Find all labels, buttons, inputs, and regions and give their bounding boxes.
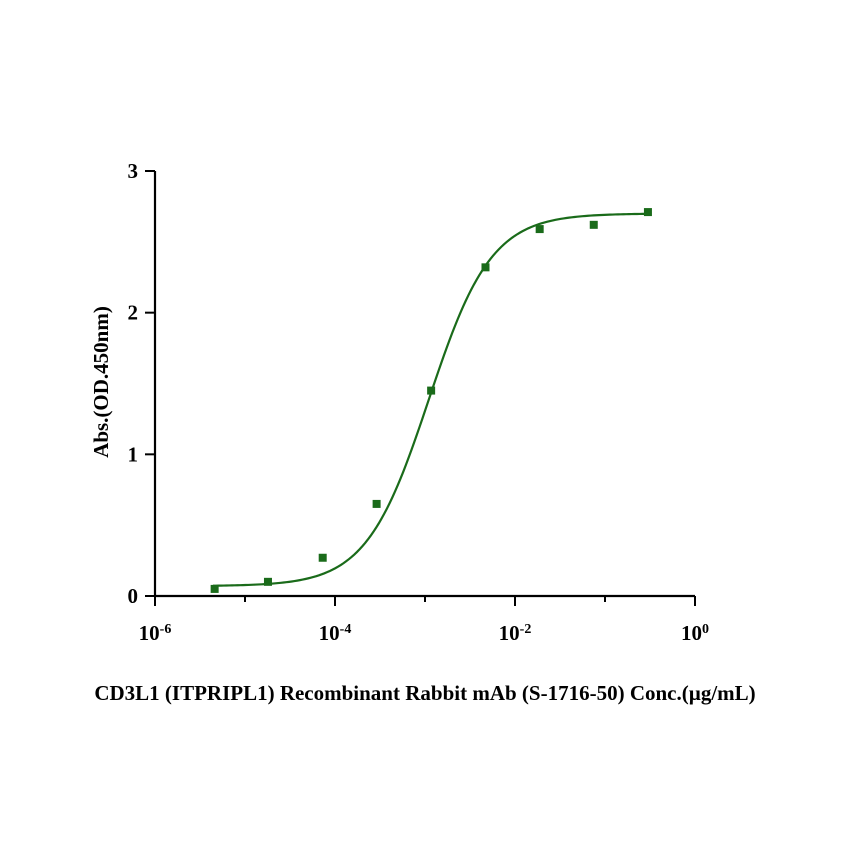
x-tick-exponent: -6 (160, 622, 172, 637)
data-point (535, 225, 544, 234)
y-tick-label: 0 (128, 584, 139, 608)
data-point (589, 220, 598, 229)
x-tick-label: 10-4 (319, 621, 352, 645)
data-point (372, 499, 381, 508)
data-point (427, 386, 436, 395)
data-point (643, 208, 652, 217)
x-tick-base: 10 (139, 621, 160, 645)
x-tick-label: 10-6 (139, 621, 172, 645)
x-tick-label: 100 (681, 621, 709, 645)
x-tick-label: 10-2 (499, 621, 532, 645)
y-axis: 0 1 2 3 (128, 159, 157, 608)
series (210, 208, 652, 593)
data-point (318, 553, 327, 562)
data-point (481, 263, 490, 272)
y-tick-label: 2 (128, 301, 139, 325)
x-tick-base: 10 (681, 621, 702, 645)
y-tick-label: 1 (128, 442, 139, 466)
x-tick-exponent: 0 (702, 622, 709, 637)
series-layer (210, 208, 652, 593)
data-point (210, 584, 219, 593)
fit-curve (212, 212, 648, 587)
data-point (263, 577, 272, 586)
x-tick-exponent: -2 (520, 622, 532, 637)
x-axis: 10-6 10-4 10-2 100 (139, 594, 709, 645)
x-tick-base: 10 (499, 621, 520, 645)
y-axis-title: Abs.(OD.450nm) (89, 306, 113, 458)
y-ticks: 0 1 2 3 (128, 159, 155, 608)
y-tick-label: 3 (128, 159, 139, 183)
x-ticks: 10-6 10-4 10-2 100 (139, 596, 709, 645)
x-axis-title: CD3L1 (ITPRIPL1) Recombinant Rabbit mAb … (94, 681, 755, 705)
x-tick-base: 10 (319, 621, 340, 645)
x-tick-exponent: -4 (340, 622, 352, 637)
